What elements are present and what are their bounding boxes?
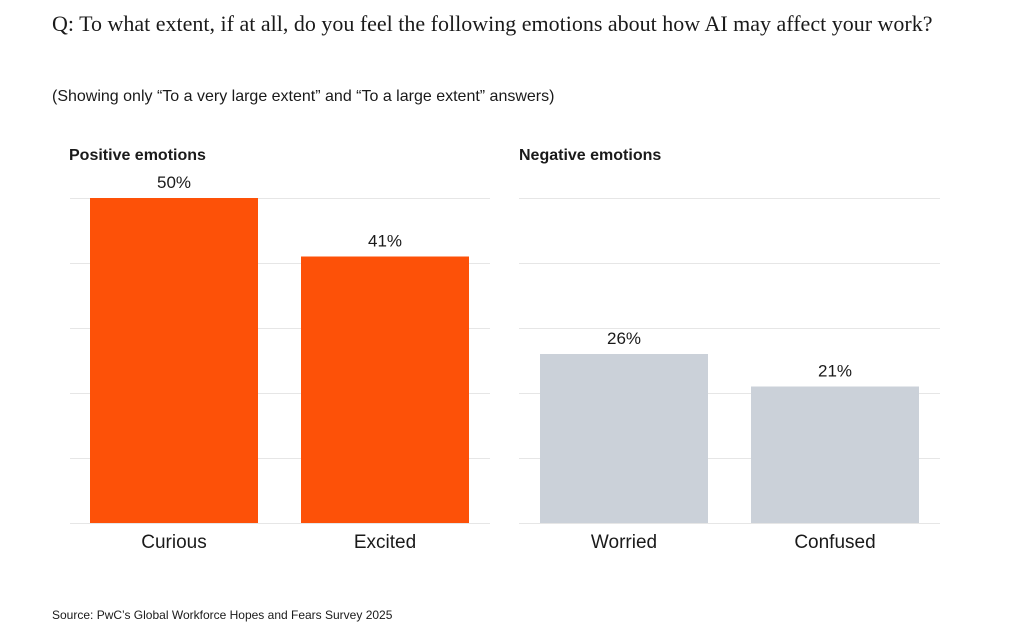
positive-category-label-curious: Curious (141, 532, 206, 553)
subtitle: (Showing only “To a very large extent” a… (52, 88, 555, 105)
positive-value-label-excited: 41% (368, 232, 402, 251)
negative-value-label-confused: 21% (818, 362, 852, 381)
question-text: Q: To what extent, if at all, do you fee… (52, 11, 933, 36)
negative-bar-confused (751, 386, 919, 523)
source-note: Source: PwC’s Global Workforce Hopes and… (52, 608, 393, 622)
positive-value-label-curious: 50% (157, 173, 191, 192)
negative-category-label-confused: Confused (794, 532, 875, 553)
negative-value-label-worried: 26% (607, 329, 641, 348)
positive-category-label-excited: Excited (354, 532, 416, 553)
negative-panel-title: Negative emotions (519, 147, 662, 164)
negative-bar-worried (540, 354, 708, 523)
negative-category-label-worried: Worried (591, 532, 657, 553)
positive-panel-title: Positive emotions (69, 147, 206, 164)
positive-bar-excited (301, 256, 469, 523)
positive-bar-curious (90, 198, 258, 523)
